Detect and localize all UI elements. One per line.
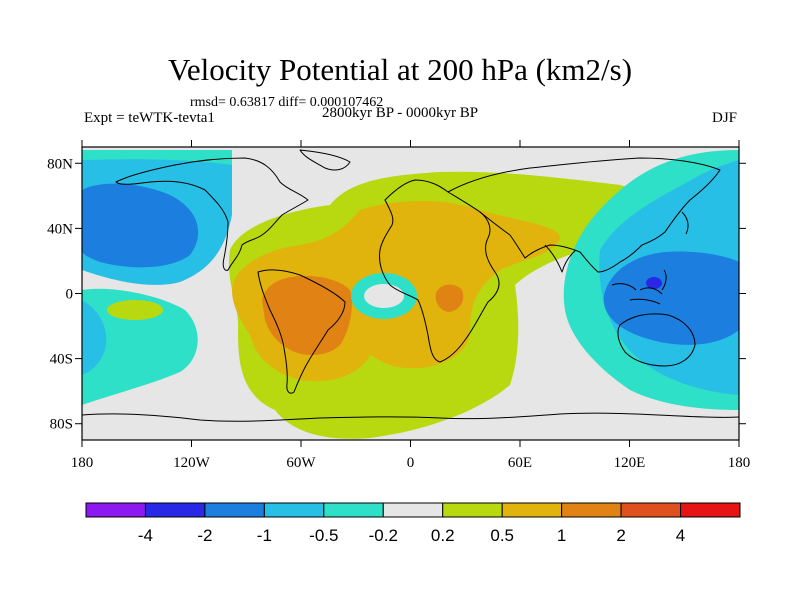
- season-label: DJF: [712, 110, 738, 126]
- coastlines: [82, 149, 739, 422]
- colorbar-label: 2: [616, 526, 625, 545]
- colorbar-label: 4: [676, 526, 685, 545]
- colorbar-label: -0.2: [369, 526, 398, 545]
- maritime-min-core: [646, 277, 662, 289]
- x-tick-label: 180: [728, 455, 751, 471]
- india-coast: [544, 244, 577, 273]
- north-america-coast: [115, 157, 309, 271]
- colorbar-swatch: [144, 502, 206, 518]
- colorbar-swatch: [501, 502, 563, 518]
- x-tick-label: 120E: [614, 455, 646, 471]
- x-tick-label: 60E: [508, 455, 532, 471]
- rmsd-diff-line: rmsd= 0.63817 diff= 0.000107462: [190, 95, 384, 110]
- y-tick-label: 40N: [47, 221, 73, 237]
- europe-africa-coast: [379, 179, 500, 363]
- colorbar-swatch: [680, 502, 741, 518]
- contour-fills: [82, 147, 739, 440]
- experiment-label: Expt = teWTK-tevta1: [84, 110, 215, 126]
- arctic-islands: [299, 149, 351, 171]
- x-axis: 180 120W 60W 0 60E 120E 180: [71, 140, 751, 471]
- north-pacific-blue: [82, 183, 199, 268]
- x-tick-label: 60W: [286, 455, 316, 471]
- colorbar-swatch: [442, 502, 503, 518]
- colorbar-swatch: [85, 502, 146, 518]
- y-tick-label: 0: [66, 287, 74, 303]
- x-tick-label: 0: [407, 455, 415, 471]
- colorbar-swatch: [263, 502, 325, 518]
- colorbar-swatch: [204, 502, 265, 518]
- y-tick-label: 80S: [50, 417, 73, 433]
- antarctica-coast: [82, 412, 739, 422]
- east-blue-region: [603, 251, 739, 345]
- colorbar-label: -2: [197, 526, 212, 545]
- colorbar-label: -1: [257, 526, 272, 545]
- colorbar-swatch: [323, 502, 384, 518]
- colorbar: -4 -2 -1 -0.5 -0.2 0.2 0.5 1 2 4: [85, 502, 741, 545]
- south-pacific-cyan: [82, 288, 198, 405]
- south-pacific-light-blue: [82, 300, 107, 375]
- y-axis: 80N 40N 0 40S 80S: [47, 156, 746, 433]
- dark-orange-region-1: [262, 275, 352, 356]
- south-pacific-green-patch: [107, 300, 163, 320]
- eurasia-coast: [447, 157, 721, 273]
- colorbar-label: 0.5: [490, 526, 514, 545]
- south-america-coast: [257, 269, 346, 394]
- north-pacific-cyan: [82, 150, 232, 165]
- colorbar-swatch: [561, 502, 622, 518]
- colorbar-swatch: [620, 502, 682, 518]
- colorbar-label: 1: [557, 526, 566, 545]
- chart-title: Velocity Potential at 200 hPa (km2/s): [167, 52, 633, 87]
- y-tick-label: 80N: [47, 156, 73, 172]
- colorbar-label: 0.2: [431, 526, 455, 545]
- atlantic-min-inner: [364, 284, 404, 308]
- x-tick-label: 180: [71, 455, 94, 471]
- x-tick-label: 120W: [173, 455, 211, 471]
- japan-coast: [681, 211, 689, 235]
- period-label: 2800kyr BP - 0000kyr BP: [322, 105, 479, 121]
- colorbar-label: -0.5: [309, 526, 338, 545]
- indonesia-islands: [611, 269, 667, 305]
- australia-coast: [617, 313, 696, 367]
- dark-orange-region-2: [435, 284, 464, 312]
- y-tick-label: 40S: [50, 352, 73, 368]
- colorbar-swatch: [382, 502, 444, 518]
- colorbar-label: -4: [138, 526, 153, 545]
